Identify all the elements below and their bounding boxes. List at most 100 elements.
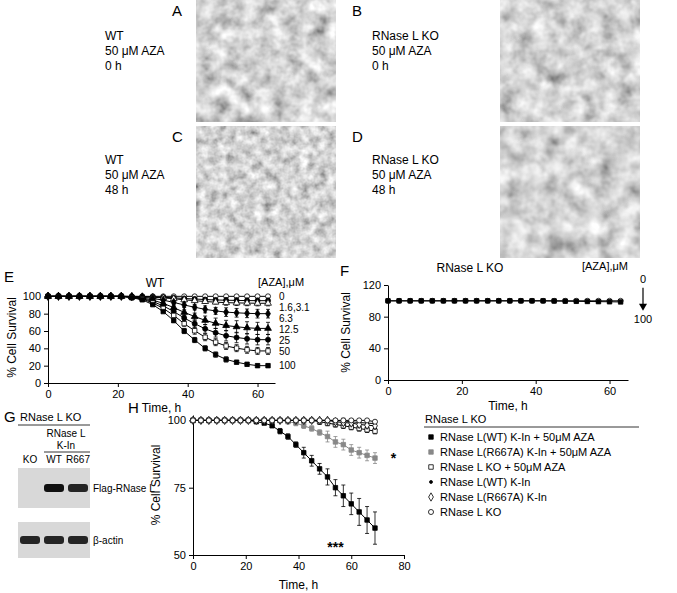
data-point	[77, 294, 81, 298]
y-axis-line	[48, 293, 49, 384]
data-point	[224, 308, 229, 316]
data-point	[222, 418, 226, 422]
data-point	[430, 299, 434, 303]
data-point	[192, 321, 197, 326]
x-tick-mark	[388, 380, 389, 384]
y-tick: 0	[375, 374, 388, 386]
data-point	[77, 294, 82, 299]
data-point	[529, 298, 534, 303]
data-point	[118, 292, 125, 298]
error-bar	[310, 426, 314, 431]
x-tick: 60	[252, 383, 264, 400]
data-point	[238, 418, 242, 422]
curve-label: 12.5	[279, 324, 299, 335]
data-point	[333, 440, 337, 444]
panel-label: B	[352, 2, 362, 19]
data-point	[365, 418, 370, 423]
error-bar	[349, 493, 353, 515]
data-point	[222, 418, 227, 423]
y-tick-label: 80	[29, 308, 41, 320]
lane-label: KO	[23, 454, 38, 465]
data-point	[325, 434, 329, 438]
data-point	[108, 294, 113, 299]
data-point	[463, 298, 468, 303]
data-point	[77, 294, 81, 298]
image-caption: 48 h	[105, 183, 128, 197]
x-tick-label: 40	[530, 385, 542, 397]
data-point	[255, 337, 260, 342]
error-bar	[224, 343, 228, 350]
error-bar	[373, 453, 377, 464]
annotation: ***	[327, 539, 344, 555]
data-point	[207, 418, 211, 422]
y-axis: 020406080100	[23, 290, 49, 389]
error-bar	[266, 347, 270, 354]
data-point	[254, 418, 259, 423]
data-point	[552, 298, 557, 303]
data-point	[67, 294, 71, 298]
data-point	[119, 294, 124, 299]
blot-band	[20, 536, 40, 544]
data-point	[419, 298, 424, 303]
x-axis-title: Time, h	[488, 399, 528, 413]
error-bar	[182, 315, 186, 320]
data-point	[474, 299, 478, 303]
panel-label: D	[352, 128, 363, 145]
data-point	[244, 324, 251, 330]
data-point	[203, 305, 208, 313]
western-blot: GRNase L KORNase LK-InKOWTR667Flag-RNase…	[4, 408, 155, 558]
y-tick: 20	[29, 360, 48, 372]
x-axis: 0204060	[385, 380, 628, 397]
y-tick-label: 60	[29, 325, 41, 337]
data-point	[206, 418, 211, 423]
x-tick: 40	[293, 555, 305, 572]
y-tick-label: 80	[369, 311, 381, 323]
data-point	[497, 299, 501, 303]
error-bar	[256, 334, 260, 344]
blot-band	[44, 536, 64, 544]
data-point	[285, 418, 290, 423]
x-tick-label: 0	[190, 560, 196, 572]
data-point	[213, 330, 218, 335]
x-axis-title: Time, h	[142, 401, 182, 415]
chart-title: RNase L KO	[437, 261, 504, 275]
data-point	[214, 418, 219, 423]
data-point	[190, 418, 195, 423]
data-point	[214, 416, 219, 424]
data-point	[215, 418, 219, 422]
data-point	[349, 502, 353, 506]
data-point	[119, 294, 123, 298]
data-point	[97, 292, 104, 298]
curve-label: 0	[279, 291, 285, 302]
x-tick-label: 20	[456, 385, 468, 397]
y-axis-title: % Cell Survival	[339, 292, 353, 373]
data-point	[56, 294, 60, 298]
blot-subtitle: RNase L	[47, 428, 86, 439]
x-tick: 80	[398, 555, 410, 572]
y-tick: 120	[363, 279, 388, 291]
x-tick-label: 0	[385, 385, 391, 397]
data-point	[373, 526, 377, 530]
error-bar	[333, 437, 337, 448]
data-point	[203, 326, 208, 331]
data-point	[140, 293, 145, 301]
x-tick-label: 60	[346, 560, 358, 572]
data-point	[55, 292, 62, 298]
data-point	[266, 310, 271, 318]
blot-membrane	[18, 468, 90, 508]
y-tick-mark	[384, 348, 388, 349]
y-tick-label: 100	[23, 290, 41, 302]
data-point	[508, 299, 512, 303]
data-point	[129, 295, 134, 300]
data-point	[238, 418, 242, 422]
data-point	[224, 333, 229, 338]
y-tick-mark	[44, 366, 48, 367]
data-point	[202, 298, 209, 304]
error-bar	[286, 434, 290, 439]
data-point	[325, 416, 330, 424]
data-point	[130, 295, 134, 299]
error-bar	[214, 339, 218, 346]
data-point	[45, 292, 52, 298]
data-point	[88, 294, 92, 298]
data-point	[441, 299, 445, 303]
